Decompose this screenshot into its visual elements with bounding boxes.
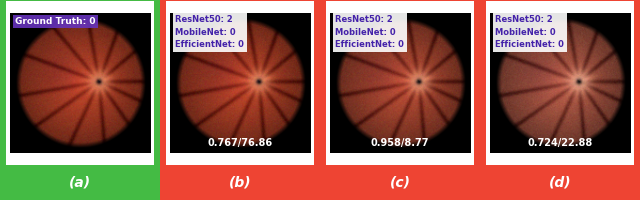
Text: (a): (a) bbox=[69, 175, 91, 189]
Bar bbox=[486, 1, 634, 165]
Text: (b): (b) bbox=[228, 175, 252, 189]
Text: (d): (d) bbox=[548, 175, 572, 189]
Bar bbox=[166, 1, 314, 165]
Bar bbox=[6, 1, 154, 165]
Bar bbox=[326, 1, 474, 165]
Text: (c): (c) bbox=[390, 175, 410, 189]
